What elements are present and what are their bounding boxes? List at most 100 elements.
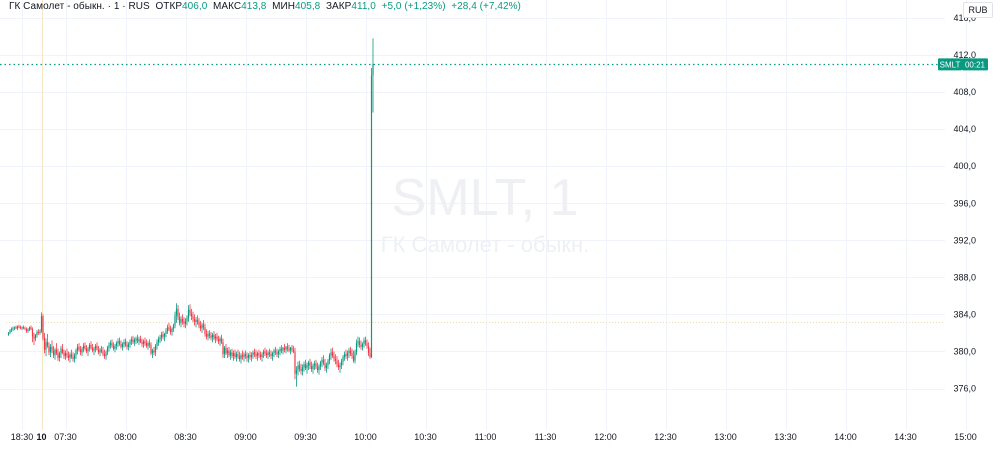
candle-body (271, 353, 274, 357)
candle-body (315, 363, 317, 368)
candle-body (30, 327, 32, 330)
watermark-symbol: SMLT, 1 (392, 169, 579, 227)
candle-body (222, 342, 224, 355)
candle-body (120, 344, 122, 347)
candle-body (73, 355, 76, 359)
legend-separator: · (122, 1, 129, 12)
candle-body (169, 329, 172, 333)
candle-body (34, 334, 37, 339)
candle-body (108, 344, 110, 348)
candle-body (361, 344, 364, 347)
candle-body (106, 347, 109, 353)
candle-body (247, 355, 250, 358)
candle-body (45, 342, 47, 350)
candle-body (372, 64, 374, 76)
legend-open-value: 406,0 (182, 1, 208, 12)
candle-body (307, 362, 310, 366)
candle-body (102, 351, 104, 355)
candle-body (205, 333, 208, 337)
candle-body (291, 347, 293, 350)
candle-body (241, 355, 244, 358)
candle-body (360, 344, 362, 347)
candle-body (289, 347, 292, 351)
candle-body (91, 347, 94, 351)
candle-body (16, 326, 19, 329)
candle-body (261, 354, 263, 358)
candle-body (172, 325, 175, 329)
candle-body (187, 309, 190, 319)
candle-body (132, 339, 134, 343)
candle-body (130, 339, 133, 342)
candle-body (181, 319, 184, 322)
legend-change-volume: +28,4 (+7,42%) (451, 1, 521, 12)
candle-body (345, 354, 347, 357)
candle-body (262, 351, 265, 355)
legend-symbol-name[interactable]: ГК Самолет - обыкн. (9, 1, 105, 12)
candle-body (213, 334, 215, 339)
candle-body (28, 327, 31, 330)
y-axis-tick-label: 384,0 (953, 309, 976, 319)
currency-button[interactable]: RUB (963, 2, 993, 18)
candle-body (237, 354, 239, 357)
candle-body (298, 365, 301, 370)
candle-body (234, 353, 236, 358)
candle-body (157, 339, 160, 343)
candle-body (184, 320, 187, 324)
candle-body (147, 343, 149, 346)
candle-body (115, 343, 118, 346)
candle-body (303, 364, 305, 368)
candle-body (10, 329, 13, 331)
candle-body (316, 367, 319, 370)
candle-body (283, 347, 286, 350)
candle-body (336, 360, 338, 365)
candle-body (192, 316, 194, 320)
legend-open-label: ОТКР (155, 1, 183, 12)
candle-body (348, 350, 350, 354)
candle-body (207, 333, 209, 337)
candle-body (24, 328, 26, 330)
y-axis-tick-label: 408,0 (953, 87, 976, 97)
candle-body (351, 353, 353, 357)
price-tag-symbol: SMLT (940, 60, 961, 69)
candle-body (109, 343, 112, 345)
x-axis-tick-label: 12:00 (594, 432, 617, 442)
candle-body (244, 354, 247, 357)
candle-body (253, 352, 256, 355)
candle-body (229, 352, 232, 356)
y-axis-tick-label: 388,0 (953, 272, 976, 282)
candle-body (196, 319, 199, 322)
candle-body (310, 366, 313, 370)
x-axis-tick-label: 14:00 (834, 432, 857, 442)
candle-body (193, 319, 196, 322)
candle-body (178, 317, 181, 323)
candle-body (123, 342, 125, 345)
candle-body (322, 359, 325, 364)
legend-change: +5,0 (+1,23%) (381, 1, 446, 12)
candle-body (330, 352, 332, 356)
candle-body (66, 353, 68, 356)
candle-body (258, 353, 260, 356)
y-axis-tick-label: 416,0 (953, 13, 976, 23)
candle-body (328, 355, 331, 361)
candle-body (46, 342, 49, 346)
candle-body (88, 344, 91, 349)
x-axis-tick-label: 09:00 (234, 432, 257, 442)
legend-interval[interactable]: 1 (113, 1, 120, 12)
legend-exchange: RUS (128, 1, 150, 12)
candle-body (51, 346, 53, 351)
candle-body (270, 354, 272, 357)
candle-body (159, 337, 161, 340)
candle-body (148, 343, 151, 345)
candle-body (31, 329, 34, 337)
candle-body (180, 319, 182, 323)
y-axis-tick-label: 380,0 (953, 346, 976, 356)
candle-body (61, 348, 64, 353)
candle-body (145, 343, 148, 346)
y-axis-tick-label: 376,0 (953, 384, 976, 394)
candle-body (208, 333, 211, 336)
candle-body (135, 338, 137, 341)
candle-body (136, 338, 139, 342)
x-axis-tick-label: 08:00 (114, 432, 137, 442)
